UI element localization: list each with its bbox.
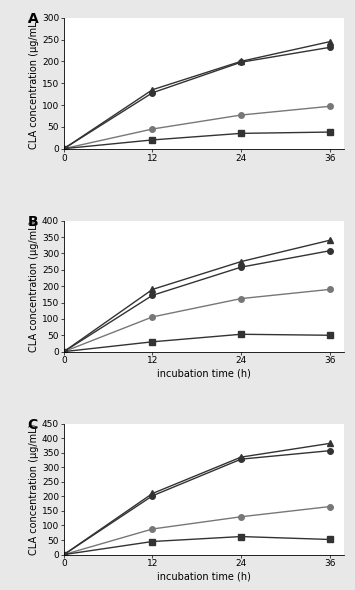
Y-axis label: CLA concentration (μg/mL): CLA concentration (μg/mL) (29, 424, 39, 555)
Y-axis label: CLA concentration (μg/mL): CLA concentration (μg/mL) (29, 18, 39, 149)
Y-axis label: CLA concentration (μg/mL): CLA concentration (μg/mL) (29, 221, 39, 352)
X-axis label: incubation time (h): incubation time (h) (157, 571, 251, 581)
X-axis label: incubation time (h): incubation time (h) (157, 368, 251, 378)
Text: B: B (27, 215, 38, 230)
Text: C: C (27, 418, 38, 432)
Text: A: A (27, 12, 38, 27)
